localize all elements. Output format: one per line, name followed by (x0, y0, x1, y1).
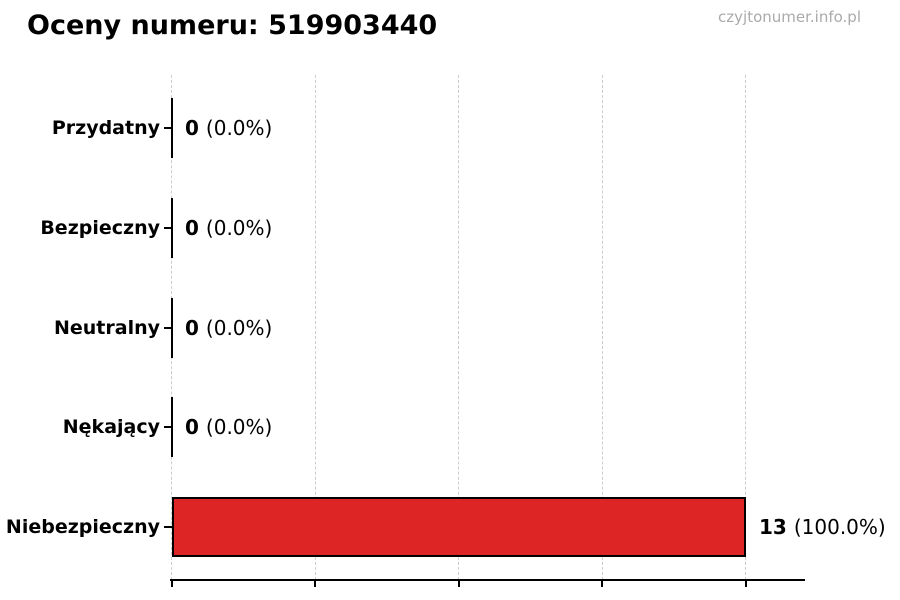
gridline (745, 75, 746, 580)
value-percent: (0.0%) (205, 316, 273, 340)
value-number: 0 (185, 316, 199, 340)
bar-row: Bezpieczny 0 (0.0%) (0, 198, 900, 258)
category-label: Bezpieczny (40, 217, 160, 239)
category-label: Przydatny (51, 117, 160, 139)
bar-row: Neutralny 0 (0.0%) (0, 298, 900, 358)
bar (171, 198, 173, 258)
value-label: 0 (0.0%) (185, 98, 272, 158)
y-axis-tick (164, 327, 172, 329)
x-axis-tick (171, 580, 173, 587)
x-axis-tick (314, 580, 316, 587)
page-title: Oceny numeru: 519903440 (27, 10, 438, 41)
y-axis-tick (164, 227, 172, 229)
bar (172, 497, 746, 557)
bar (171, 397, 173, 457)
site-watermark: czyjtonumer.info.pl (718, 8, 861, 26)
value-number: 13 (759, 515, 787, 539)
x-axis-tick (745, 580, 747, 587)
category-label: Nękający (62, 416, 160, 438)
x-axis-tick (458, 580, 460, 587)
y-axis-tick (164, 526, 172, 528)
value-number: 0 (185, 116, 199, 140)
value-label: 0 (0.0%) (185, 198, 272, 258)
category-label: Neutralny (53, 317, 160, 339)
value-number: 0 (185, 216, 199, 240)
bar-row: Nękający 0 (0.0%) (0, 397, 900, 457)
bar (171, 298, 173, 358)
value-percent: (0.0%) (205, 415, 273, 439)
y-axis-tick (164, 127, 172, 129)
value-label: 13 (100.0%) (759, 497, 886, 557)
bar-row: Przydatny 0 (0.0%) (0, 98, 900, 158)
value-percent: (100.0%) (793, 515, 886, 539)
bar (171, 98, 173, 158)
value-percent: (0.0%) (205, 116, 273, 140)
value-number: 0 (185, 415, 199, 439)
gridline (458, 75, 459, 580)
y-axis-tick (164, 426, 172, 428)
value-percent: (0.0%) (205, 216, 273, 240)
x-axis-tick (601, 580, 603, 587)
gridline (315, 75, 316, 580)
gridline (602, 75, 603, 580)
x-axis-line (170, 579, 805, 581)
bar-row: Niebezpieczny 13 (100.0%) (0, 497, 900, 557)
category-label: Niebezpieczny (5, 516, 160, 538)
value-label: 0 (0.0%) (185, 298, 272, 358)
value-label: 0 (0.0%) (185, 397, 272, 457)
